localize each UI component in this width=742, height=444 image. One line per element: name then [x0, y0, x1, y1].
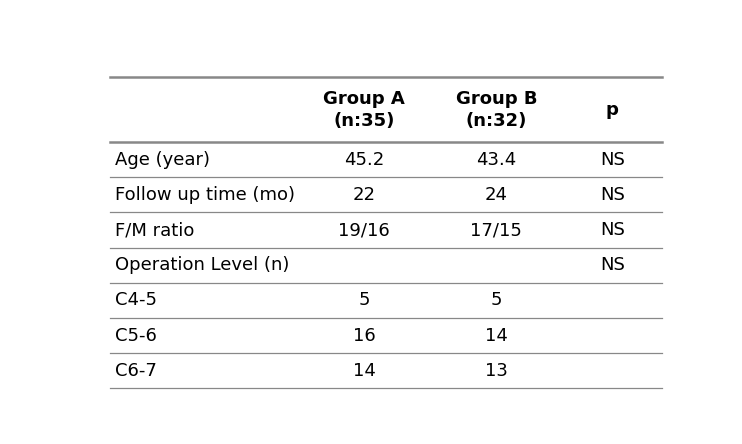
Text: Age (year): Age (year) [114, 151, 209, 169]
Text: 13: 13 [485, 362, 508, 380]
Text: 16: 16 [352, 327, 375, 345]
Text: 45.2: 45.2 [344, 151, 384, 169]
Text: NS: NS [600, 186, 625, 204]
Text: NS: NS [600, 256, 625, 274]
Text: 24: 24 [485, 186, 508, 204]
Text: 17/15: 17/15 [470, 221, 522, 239]
Text: Group B
(n:32): Group B (n:32) [456, 90, 537, 130]
Text: Follow up time (mo): Follow up time (mo) [114, 186, 295, 204]
Text: NS: NS [600, 151, 625, 169]
Text: 43.4: 43.4 [476, 151, 516, 169]
Text: NS: NS [600, 221, 625, 239]
Text: p: p [606, 101, 619, 119]
Text: C5-6: C5-6 [114, 327, 157, 345]
Text: Operation Level (n): Operation Level (n) [114, 256, 289, 274]
Text: 19/16: 19/16 [338, 221, 390, 239]
Text: C6-7: C6-7 [114, 362, 157, 380]
Text: 14: 14 [352, 362, 375, 380]
Text: Group A
(n:35): Group A (n:35) [323, 90, 405, 130]
Text: 5: 5 [490, 291, 502, 309]
Text: F/M ratio: F/M ratio [114, 221, 194, 239]
Text: 22: 22 [352, 186, 375, 204]
Text: C4-5: C4-5 [114, 291, 157, 309]
Text: 5: 5 [358, 291, 370, 309]
Text: 14: 14 [485, 327, 508, 345]
